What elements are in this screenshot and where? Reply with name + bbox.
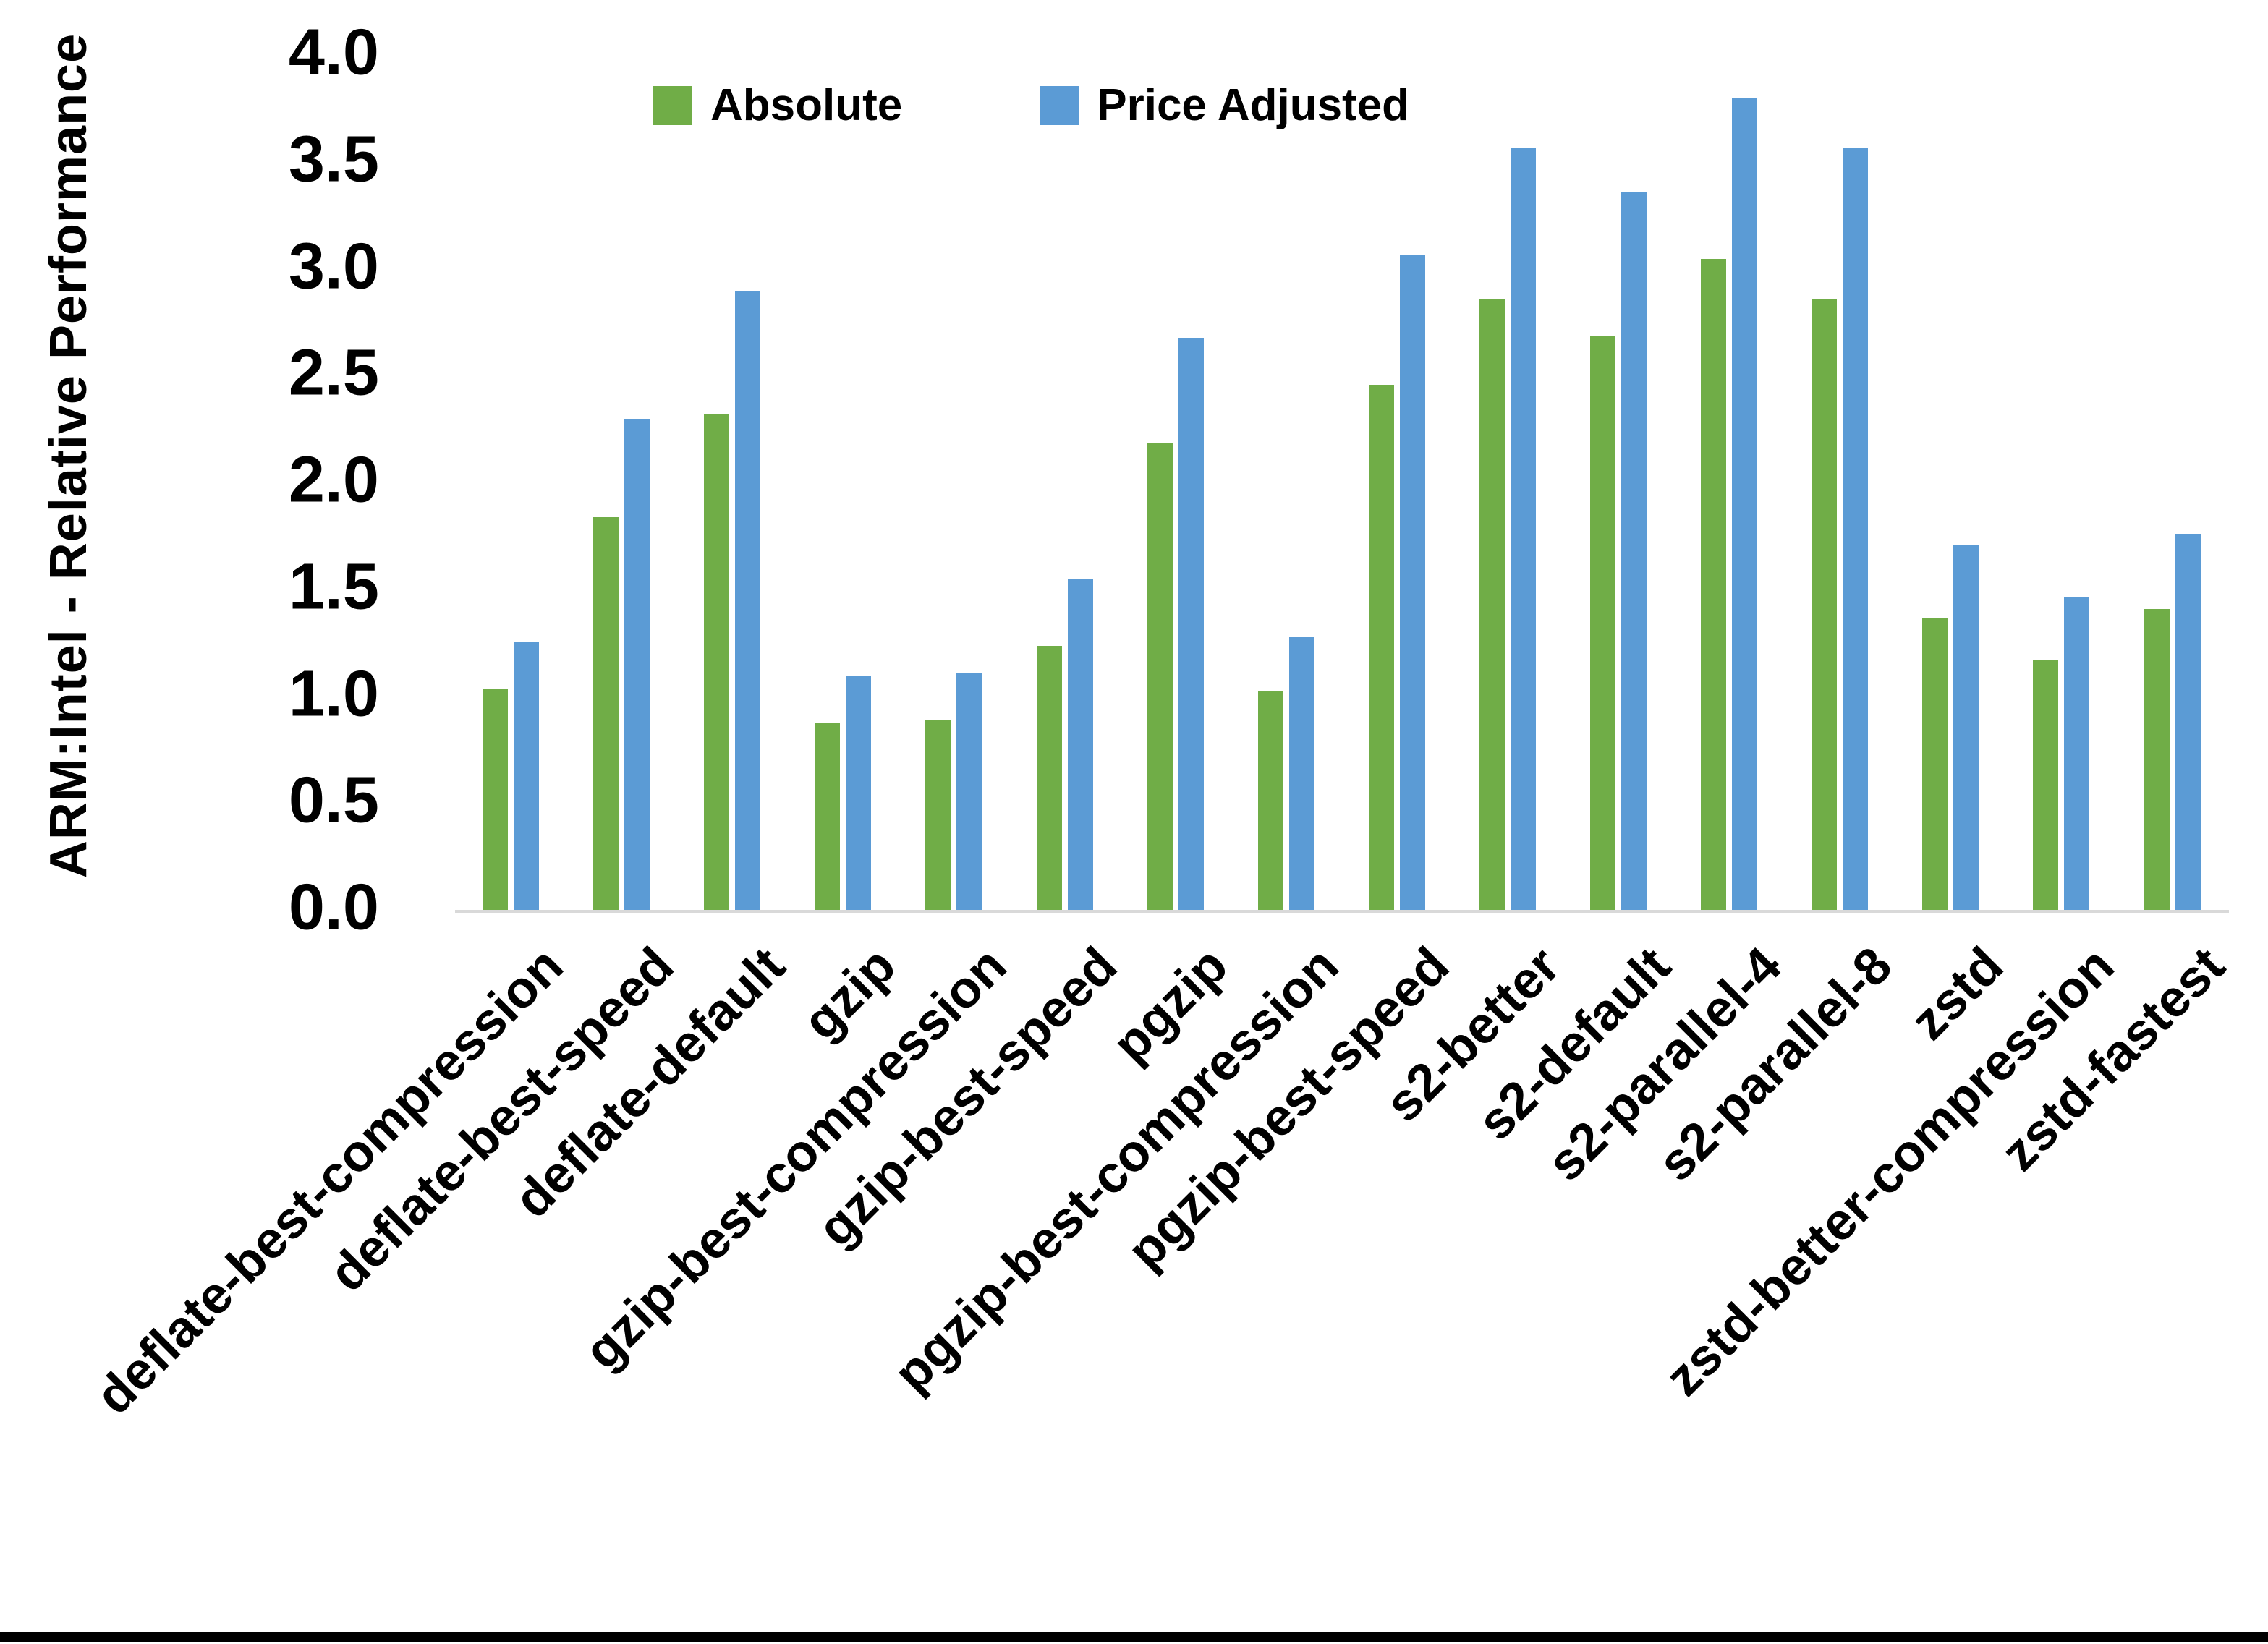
bar-absolute: [1479, 299, 1505, 911]
bar-price-adjusted: [2175, 534, 2201, 911]
bar-absolute: [1368, 385, 1394, 911]
bar-price-adjusted: [1953, 545, 1979, 911]
bar-absolute: [593, 517, 619, 911]
bar-absolute: [1257, 690, 1283, 911]
bar-price-adjusted: [2064, 596, 2090, 911]
x-category-label: deflate-best-compression: [85, 936, 574, 1426]
bar-price-adjusted: [846, 675, 872, 911]
y-tick-label: 0.5: [288, 764, 379, 837]
y-tick-label: 1.0: [288, 657, 379, 730]
bar-absolute: [1812, 299, 1838, 911]
bar-price-adjusted: [1067, 579, 1093, 911]
bar-price-adjusted: [735, 291, 761, 911]
bar-absolute: [925, 720, 951, 911]
legend-label-price-adjusted: Price Adjusted: [1097, 80, 1410, 130]
bar-absolute: [1036, 645, 1062, 911]
y-tick-label: 2.0: [288, 443, 379, 516]
legend-item-price-adjusted: Price Adjusted: [1040, 80, 1409, 131]
bar-price-adjusted: [1621, 192, 1647, 911]
legend: Absolute Price Adjusted: [653, 80, 1409, 131]
bar-price-adjusted: [514, 641, 539, 911]
bar-absolute: [2033, 660, 2059, 911]
bar-absolute: [1590, 336, 1615, 911]
bar-absolute: [1922, 618, 1948, 911]
legend-swatch-price-adjusted: [1040, 85, 1079, 125]
y-tick-label: 3.0: [288, 229, 379, 302]
bar-price-adjusted: [1732, 98, 1758, 911]
bar-price-adjusted: [1178, 338, 1204, 911]
y-tick-label: 3.5: [288, 123, 379, 196]
legend-label-absolute: Absolute: [710, 80, 903, 130]
bar-absolute: [1701, 258, 1727, 911]
legend-swatch-absolute: [653, 85, 692, 125]
y-tick-label: 1.5: [288, 550, 379, 623]
bar-price-adjusted: [1843, 148, 1869, 911]
bar-price-adjusted: [624, 419, 650, 911]
bottom-border-line: [0, 1632, 2268, 1642]
bar-absolute: [483, 688, 508, 911]
bar-price-adjusted: [1510, 148, 1536, 911]
legend-item-absolute: Absolute: [653, 80, 902, 131]
bar-price-adjusted: [1399, 254, 1425, 911]
y-tick-label: 2.5: [288, 336, 379, 409]
y-tick-label: 4.0: [288, 16, 379, 89]
bar-absolute: [815, 722, 841, 911]
y-tick-label: 0.0: [288, 871, 379, 944]
bar-absolute: [2144, 609, 2170, 911]
bar-price-adjusted: [1288, 636, 1314, 911]
bar-price-adjusted: [956, 673, 982, 911]
bar-absolute: [1147, 442, 1173, 911]
y-axis-title: ARM:Intel - Relative Performance: [40, 33, 98, 879]
x-axis-line: [455, 910, 2229, 913]
bar-absolute: [704, 414, 730, 911]
